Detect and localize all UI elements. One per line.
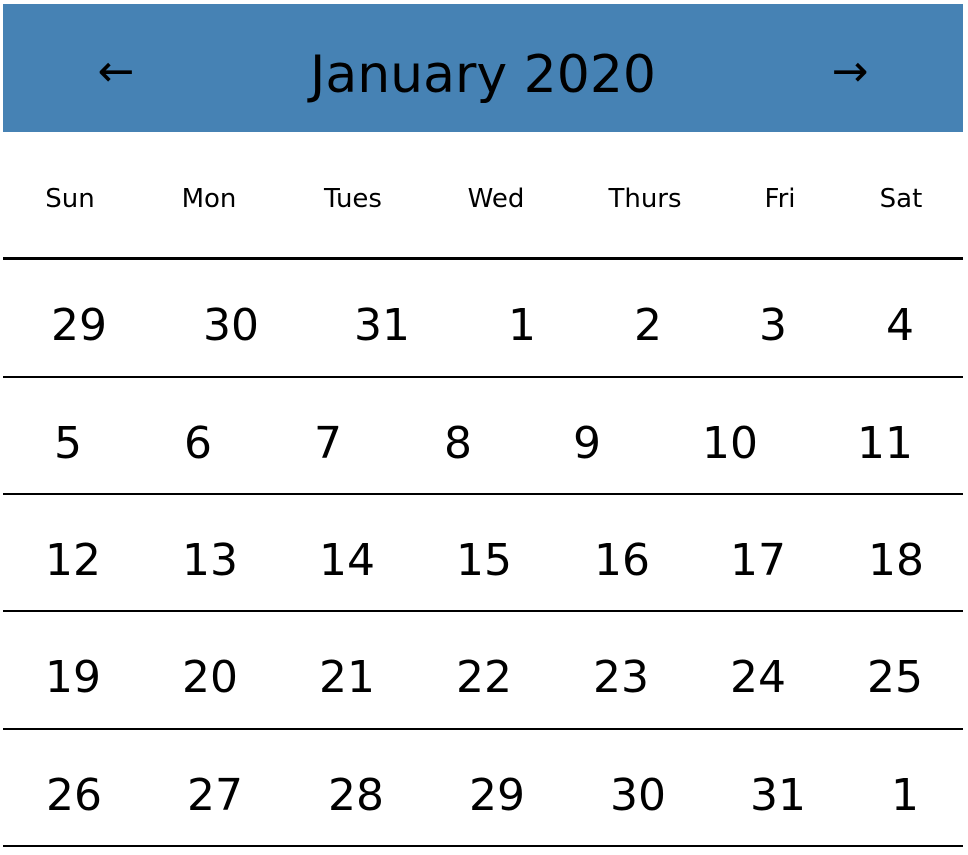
day-cell[interactable]: 13	[182, 535, 238, 586]
week-row-5: 26 27 28 29 30 31 1	[3, 730, 963, 847]
calendar: ← January 2020 → Sun Mon Tues Wed Thurs …	[3, 4, 963, 849]
row-divider	[3, 845, 963, 847]
day-cell[interactable]: 18	[868, 535, 924, 586]
day-cell[interactable]: 27	[187, 770, 243, 821]
week-row-1: 29 30 31 1 2 3 4	[3, 260, 963, 377]
day-cell[interactable]: 3	[759, 300, 787, 351]
weekday-header-row: Sun Mon Tues Wed Thurs Fri Sat	[3, 132, 963, 260]
prev-month-arrow-icon[interactable]: ←	[97, 46, 135, 97]
month-title: January 2020	[310, 45, 656, 105]
day-cell[interactable]: 12	[45, 535, 101, 586]
day-cell[interactable]: 25	[867, 652, 923, 703]
weekday-wed: Wed	[467, 184, 525, 214]
weekday-sat: Sat	[879, 184, 923, 214]
day-cell[interactable]: 31	[750, 770, 806, 821]
week-row-3: 12 13 14 15 16 17 18	[3, 495, 963, 612]
day-cell[interactable]: 14	[319, 535, 375, 586]
day-cell[interactable]: 7	[314, 418, 342, 469]
day-cell[interactable]: 20	[182, 652, 238, 703]
header-divider	[3, 257, 963, 260]
day-cell[interactable]: 30	[610, 770, 666, 821]
calendar-header: ← January 2020 →	[3, 4, 963, 132]
day-cell[interactable]: 21	[319, 652, 375, 703]
day-cell[interactable]: 11	[857, 418, 913, 469]
weekday-tues: Tues	[324, 184, 382, 214]
day-cell[interactable]: 8	[444, 418, 472, 469]
day-cell[interactable]: 15	[456, 535, 512, 586]
day-cell[interactable]: 29	[51, 300, 107, 351]
row-divider	[3, 493, 963, 495]
day-cell[interactable]: 16	[594, 535, 650, 586]
day-cell[interactable]: 29	[469, 770, 525, 821]
weekday-fri: Fri	[764, 184, 796, 214]
row-divider	[3, 728, 963, 730]
day-cell[interactable]: 31	[354, 300, 410, 351]
week-row-2: 5 6 7 8 9 10 11	[3, 378, 963, 495]
day-cell[interactable]: 22	[456, 652, 512, 703]
weekday-sun: Sun	[45, 184, 95, 214]
day-cell[interactable]: 17	[730, 535, 786, 586]
day-cell[interactable]: 23	[593, 652, 649, 703]
weekday-thurs: Thurs	[608, 184, 682, 214]
weekday-mon: Mon	[181, 184, 237, 214]
row-divider	[3, 610, 963, 612]
day-cell[interactable]: 1	[891, 770, 919, 821]
week-row-4: 19 20 21 22 23 24 25	[3, 612, 963, 729]
day-cell[interactable]: 10	[702, 418, 758, 469]
day-cell[interactable]: 24	[730, 652, 786, 703]
day-cell[interactable]: 9	[573, 418, 601, 469]
day-cell[interactable]: 6	[184, 418, 212, 469]
day-cell[interactable]: 5	[54, 418, 82, 469]
day-cell[interactable]: 4	[886, 300, 914, 351]
next-month-arrow-icon[interactable]: →	[831, 46, 869, 97]
day-cell[interactable]: 28	[328, 770, 384, 821]
day-cell[interactable]: 2	[634, 300, 662, 351]
day-cell[interactable]: 1	[508, 300, 536, 351]
day-cell[interactable]: 26	[46, 770, 102, 821]
day-cell[interactable]: 19	[45, 652, 101, 703]
row-divider	[3, 376, 963, 378]
day-cell[interactable]: 30	[203, 300, 259, 351]
